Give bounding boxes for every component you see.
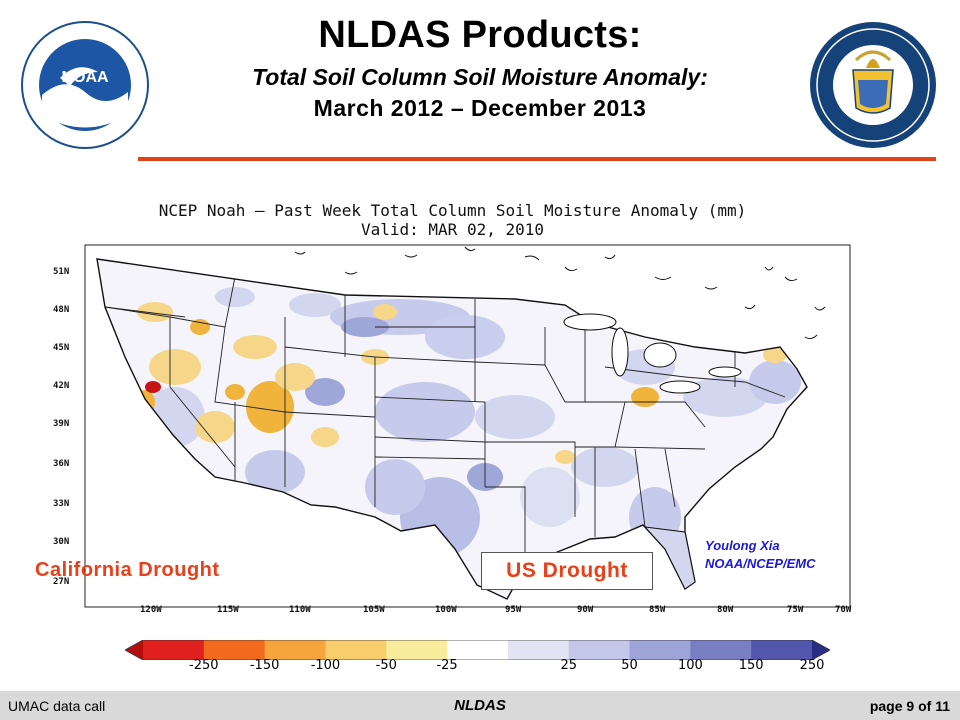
colorbar-tick-label: 25 — [560, 658, 577, 673]
colorbar-tick-label: 150 — [738, 658, 764, 673]
date-range: March 2012 – December 2013 — [313, 95, 647, 121]
colorbar-tick-label: -250 — [189, 658, 219, 673]
lat-label: 48N — [53, 305, 70, 315]
lat-label: 39N — [53, 419, 70, 429]
credit-org: NOAA/NCEP/EMC — [705, 556, 816, 571]
colorbar-cell — [568, 640, 631, 660]
lat-label: 45N — [53, 343, 70, 353]
colorbar-cell — [264, 640, 326, 660]
lon-label: 110W — [289, 605, 311, 615]
colorbar-cell — [203, 640, 266, 660]
colorbar-cell — [386, 640, 448, 660]
lon-label: 85W — [649, 605, 666, 615]
colorbar-tick-label: -50 — [375, 658, 397, 673]
colorbar — [125, 640, 830, 660]
colorbar-tick-label: 100 — [677, 658, 703, 673]
lon-label: 100W — [435, 605, 457, 615]
department-of-commerce-seal — [810, 22, 936, 148]
us-drought-label: US Drought — [481, 552, 653, 590]
california-drought-label: California Drought — [35, 559, 220, 581]
colorbar-tick-label: 50 — [621, 658, 638, 673]
lon-label: 120W — [140, 605, 162, 615]
lon-label: 70W — [835, 605, 852, 615]
footer-center: NLDAS — [454, 697, 506, 714]
lat-label: 42N — [53, 381, 70, 391]
lon-label: 105W — [363, 605, 385, 615]
lat-label: 27N — [53, 577, 70, 587]
colorbar-cell — [812, 640, 830, 660]
colorbar-cell — [690, 640, 752, 660]
map-valid-date: Valid: MAR 02, 2010 — [360, 220, 545, 239]
footer-page-number: page 9 of 11 — [869, 698, 950, 714]
colorbar-tick-label: 250 — [799, 658, 825, 673]
colorbar-tick-label: -25 — [436, 658, 458, 673]
footer-left: UMAC data call — [8, 698, 106, 714]
credit-author: Youlong Xia — [705, 538, 780, 553]
lon-label: 75W — [787, 605, 804, 615]
map-graphic — [84, 244, 851, 608]
title-rule — [138, 157, 936, 161]
lon-label: 90W — [577, 605, 594, 615]
lat-label: 51N — [53, 267, 70, 277]
colorbar-tick-label: -100 — [310, 658, 341, 673]
map-title: NCEP Noah — Past Week Total Column Soil … — [158, 201, 747, 220]
lat-label: 30N — [53, 537, 70, 547]
svg-text:NOAA: NOAA — [61, 69, 109, 86]
page-subtitle: Total Soil Column Soil Moisture Anomaly: — [252, 64, 708, 90]
colorbar-cell — [143, 640, 205, 660]
soil-moisture-map: NCEP Noah — Past Week Total Column Soil … — [45, 187, 860, 625]
colorbar-tick-label: -150 — [249, 658, 280, 673]
lat-label: 36N — [53, 459, 70, 469]
footer-bar: UMAC data call NLDAS page 9 of 11 — [0, 691, 960, 720]
map-credit: Youlong Xia NOAA/NCEP/EMC — [705, 537, 816, 573]
lon-label: 80W — [717, 605, 734, 615]
noaa-logo: NOAA — [21, 21, 149, 149]
lon-label: 115W — [217, 605, 239, 615]
colorbar-cell — [507, 640, 570, 660]
lat-label: 33N — [53, 499, 70, 509]
colorbar-cell — [325, 640, 387, 660]
lon-label: 95W — [505, 605, 522, 615]
colorbar-cell — [629, 640, 691, 660]
page-title: NLDAS Products: — [318, 14, 642, 56]
colorbar-cell — [447, 640, 509, 660]
colorbar-cell — [751, 640, 813, 660]
colorbar-cell — [125, 640, 143, 660]
